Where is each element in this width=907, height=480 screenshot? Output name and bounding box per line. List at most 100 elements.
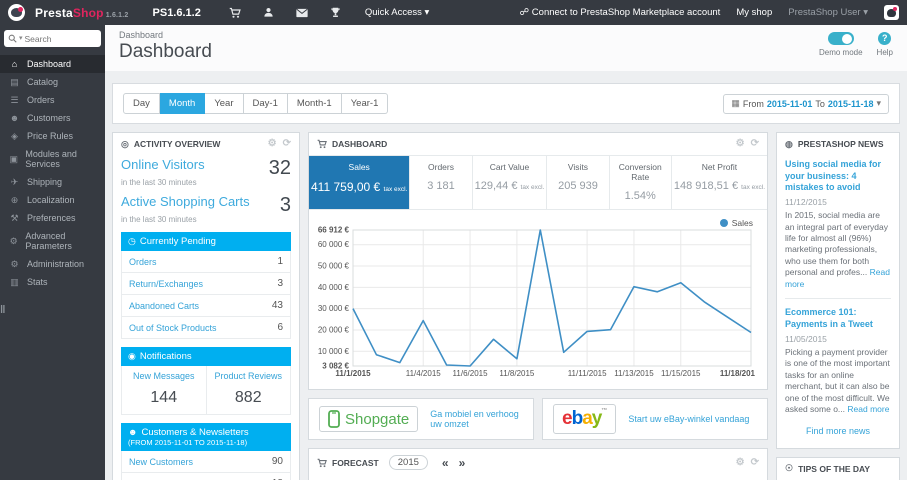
product-reviews-cell: Product Reviews 882	[205, 366, 291, 414]
cart-icon[interactable]	[229, 7, 241, 19]
sidebar-item-orders[interactable]: ☰ Orders	[0, 91, 105, 109]
kpi-suffix: tax excl.	[741, 184, 765, 191]
breadcrumb[interactable]: Dashboard	[119, 30, 164, 40]
cell-link[interactable]: Product Reviews	[214, 371, 283, 381]
date-from-value: 2015-11-01	[766, 98, 813, 109]
period-button-day[interactable]: Day	[123, 93, 160, 114]
cell-link[interactable]: New Messages	[132, 371, 195, 381]
kpi-tab-visits[interactable]: Visits 205 939	[546, 156, 608, 209]
kpi-tab-sales[interactable]: Sales 411 759,00 € tax excl.	[309, 156, 410, 209]
search-scope-caret-icon[interactable]: ▾	[19, 35, 23, 42]
row-link[interactable]: Abandoned Carts	[129, 300, 200, 311]
refresh-icon[interactable]: ⟳	[750, 138, 759, 149]
kpi-tab-net-profit[interactable]: Net Profit 148 918,51 € tax excl.	[670, 156, 767, 209]
row-link[interactable]: Orders	[129, 256, 157, 267]
shopgate-logo[interactable]: Shopgate	[319, 406, 419, 432]
sidebar-item-modules[interactable]: ▣ Modules and Services	[0, 145, 105, 173]
main-content: Dashboard Dashboard Demo mode ? Help Day…	[105, 25, 907, 480]
prestashop-logo[interactable]	[8, 4, 25, 21]
period-button-month[interactable]: Month	[159, 93, 206, 114]
sidebar-item-shipping[interactable]: ✈ Shipping	[0, 173, 105, 191]
previous-year-icon[interactable]: «	[441, 455, 449, 470]
period-button-year-1[interactable]: Year-1	[341, 93, 389, 114]
ebay-logo[interactable]: ebay™	[553, 404, 617, 434]
shopgate-wordmark: Shopgate	[345, 410, 410, 428]
date-from-label: From	[742, 98, 764, 109]
date-to-label: To	[815, 98, 825, 109]
help-icon[interactable]: ?	[878, 32, 892, 45]
gear-icon[interactable]: ⚙	[735, 456, 745, 468]
sidebar-search[interactable]: ▾	[4, 30, 101, 47]
svg-text:11/13/2015: 11/13/2015	[614, 369, 654, 378]
read-more-link[interactable]: Read more	[785, 267, 890, 289]
read-more-link[interactable]: Read more	[847, 404, 890, 415]
online-visitors-link[interactable]: Online Visitors	[121, 157, 205, 172]
sidebar-item-stats[interactable]: ▥ Stats	[0, 273, 105, 291]
customers-newsletters-header: ☻ Customers & Newsletters (FROM 2015-11-01…	[121, 423, 291, 451]
row-link[interactable]: New Customers	[129, 456, 194, 467]
user-menu[interactable]: PrestaShop User ▾	[788, 7, 868, 18]
svg-text:11/15/2015: 11/15/2015	[661, 369, 701, 378]
gear-icon[interactable]: ⚙	[735, 138, 745, 149]
next-year-icon[interactable]: »	[458, 455, 466, 470]
active-carts-link[interactable]: Active Shopping Carts	[121, 194, 250, 209]
kpi-tab-cart-value[interactable]: Cart Value 129,44 € tax excl.	[471, 156, 547, 209]
gear-icon[interactable]: ⚙	[267, 138, 277, 149]
marketplace-link[interactable]: ☍ Connect to PrestaShop Marketplace acco…	[520, 7, 721, 18]
sidebar-item-advanced-parameters[interactable]: ⚙ Advanced Parameters	[0, 227, 105, 255]
svg-text:11/11/2015: 11/11/2015	[568, 369, 607, 378]
kpi-tab-orders[interactable]: Orders 3 181	[409, 156, 471, 209]
demo-mode-toggle[interactable]	[827, 32, 854, 45]
news-article-title[interactable]: Ecommerce 101: Payments in a Tweet	[785, 307, 873, 330]
shopgate-link[interactable]: Ga mobiel en verhoog uw omzet	[430, 409, 519, 429]
customer-icon[interactable]	[263, 7, 274, 18]
find-more-news-link[interactable]: Find more news	[805, 425, 871, 436]
period-button-month-1[interactable]: Month-1	[287, 93, 342, 114]
search-input[interactable]	[24, 33, 83, 44]
sidebar-collapse-icon[interactable]: ‖	[0, 304, 6, 316]
news-article-title[interactable]: Using social media for your business: 4 …	[785, 159, 882, 193]
period-button-day-1[interactable]: Day-1	[243, 93, 288, 114]
activity-overview-panel: ◎ ACTIVITY OVERVIEW ⚙ ⟳ Online Visitors 32…	[112, 132, 300, 480]
sidebar-item-administration[interactable]: ⚙ Administration	[0, 255, 105, 273]
sales-series-dot	[719, 219, 728, 227]
row-value: 18	[272, 478, 283, 480]
period-button-year[interactable]: Year	[205, 93, 244, 114]
online-visitors-sub: in the last 30 minutes	[121, 178, 197, 187]
svg-text:11/18/201: 11/18/201	[720, 369, 756, 378]
sidebar-item-catalog[interactable]: ▤ Catalog	[0, 73, 105, 91]
date-range-picker[interactable]: ▦ From 2015-11-01 To 2015-11-18 ▾	[723, 93, 889, 114]
trophy-icon[interactable]	[330, 7, 341, 18]
customers-row-subscriptions: New Subscriptions 18	[122, 473, 290, 480]
kpi-value: 3 181	[427, 180, 455, 192]
svg-text:11/6/2015: 11/6/2015	[453, 369, 489, 378]
user-avatar[interactable]	[884, 5, 899, 20]
marketplace-label: Connect to PrestaShop Marketplace accoun…	[531, 7, 721, 18]
ebay-link[interactable]: Start uw eBay-winkel vandaag	[628, 414, 750, 424]
sidebar-item-dashboard[interactable]: ⌂ Dashboard	[0, 55, 105, 73]
my-shop-link[interactable]: My shop	[736, 7, 773, 18]
chevron-down-icon: ▾	[424, 7, 430, 18]
sidebar-item-price-rules[interactable]: ◈ Price Rules	[0, 127, 105, 145]
quick-access-menu[interactable]: Quick Access ▾	[365, 7, 429, 18]
refresh-icon[interactable]: ⟳	[750, 456, 759, 468]
row-link[interactable]: Return/Exchanges	[129, 278, 204, 289]
brand[interactable]: PrestaShop 1.6.1.2	[35, 6, 129, 20]
brand-right: Shop	[72, 5, 104, 20]
forecast-year[interactable]: 2015	[388, 455, 428, 470]
shopgate-ad: Shopgate Ga mobiel en verhoog uw omzet	[308, 398, 534, 440]
refresh-icon[interactable]: ⟳	[282, 138, 291, 149]
messages-icon[interactable]	[296, 8, 308, 18]
sidebar-item-label: Modules and Services	[25, 149, 77, 169]
sidebar-item-label: Orders	[27, 95, 55, 105]
sidebar-item-preferences[interactable]: ⚒ Preferences	[0, 209, 105, 227]
kpi-tab-conversion-rate[interactable]: Conversion Rate 1.54%	[608, 156, 671, 209]
row-link[interactable]: Out of Stock Products	[129, 322, 217, 333]
bell-icon: ◉	[128, 351, 136, 361]
sidebar-item-label: Administration	[27, 259, 85, 269]
sidebar-item-localization[interactable]: ⊕ Localization	[0, 191, 105, 209]
shop-name[interactable]: PS1.6.1.2	[152, 6, 201, 19]
news-article-excerpt: Picking a payment provider is one of the…	[785, 346, 890, 415]
sidebar-item-customers[interactable]: ☻ Customers	[0, 109, 105, 127]
row-link[interactable]: New Subscriptions	[129, 479, 204, 480]
